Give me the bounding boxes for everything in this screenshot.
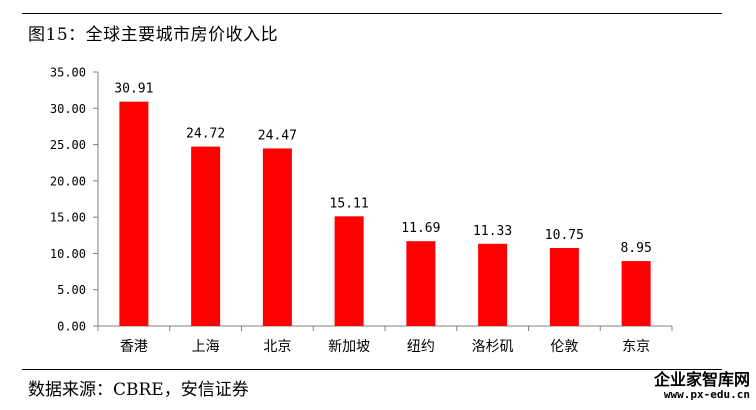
data-label: 30.91 <box>114 82 153 97</box>
bar-chart: 0.00 5.00 10.00 15.00 20.00 25.00 30.00 35.00 香… <box>50 66 673 355</box>
y-tick-label: 30.00 <box>50 102 86 116</box>
data-label: 24.47 <box>258 128 297 143</box>
watermark-url: www.px-edu.cn <box>663 387 750 401</box>
x-tick-label: 北京 <box>263 339 291 355</box>
y-axis: 0.00 5.00 10.00 15.00 20.00 25.00 30.00 35.00 <box>50 66 99 334</box>
watermark: 企业家智库网 www.px-edu.cn <box>654 371 750 401</box>
source-note: 数据来源：CBRE，安信证券 <box>28 380 249 400</box>
watermark-title: 企业家智库网 <box>653 370 750 389</box>
x-tick-label: 新加坡 <box>328 339 370 355</box>
bar <box>406 241 436 326</box>
x-tick-label: 香港 <box>120 339 148 355</box>
x-tick-label: 纽约 <box>407 339 435 355</box>
y-tick-label: 25.00 <box>50 138 86 152</box>
y-tick-label: 15.00 <box>50 211 86 225</box>
data-label: 15.11 <box>330 196 369 211</box>
bar <box>478 243 508 326</box>
x-tick-label: 伦敦 <box>550 339 578 355</box>
y-tick-label: 10.00 <box>50 247 86 261</box>
data-label: 11.69 <box>401 221 440 236</box>
data-label: 8.95 <box>620 241 651 256</box>
data-label: 11.33 <box>473 224 512 239</box>
top-rule <box>22 13 722 14</box>
y-tick-label: 35.00 <box>50 66 86 80</box>
bar <box>334 216 364 326</box>
y-tick-label: 5.00 <box>57 283 86 297</box>
figure-title: 图15：全球主要城市房价收入比 <box>28 25 279 45</box>
y-tick-label: 0.00 <box>57 320 86 334</box>
bar <box>621 261 651 326</box>
x-tick-label: 上海 <box>192 339 220 355</box>
bottom-rule <box>22 369 722 370</box>
bar <box>119 101 149 326</box>
bar <box>191 146 221 326</box>
data-label: 10.75 <box>545 228 584 243</box>
bar <box>549 247 579 326</box>
x-axis: 香港 上海 北京 新加坡 纽约 洛杉矶 伦敦 东京 <box>97 325 673 355</box>
x-tick-label: 东京 <box>622 339 650 355</box>
bar <box>262 148 292 326</box>
data-labels: 30.91 24.72 24.47 15.11 11.69 11.33 10.75 8.95 <box>114 82 651 256</box>
data-label: 24.72 <box>186 127 225 142</box>
bars <box>119 101 651 326</box>
x-tick-label: 洛杉矶 <box>472 339 514 355</box>
y-tick-label: 20.00 <box>50 174 86 188</box>
